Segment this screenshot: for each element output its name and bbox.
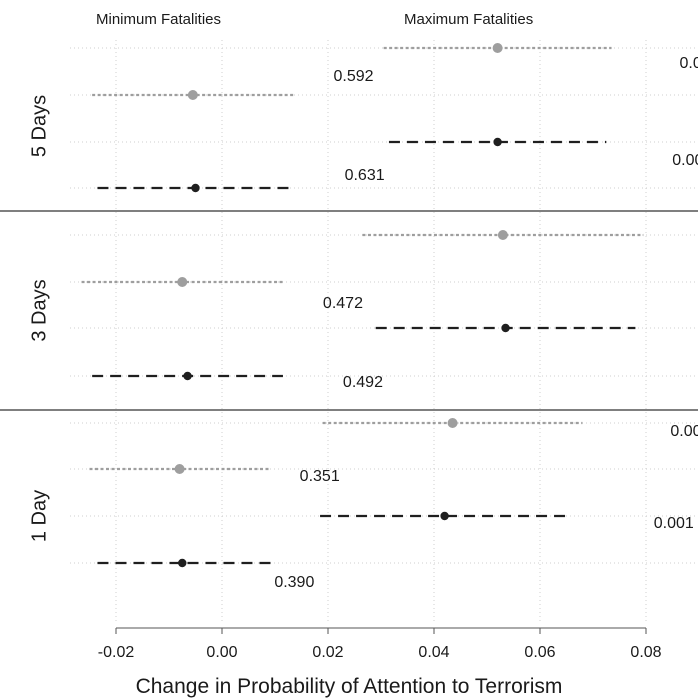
x-tick-label: 0.04 xyxy=(418,644,449,661)
point-estimate xyxy=(183,371,192,381)
column-header-minimum: Minimum Fatalities xyxy=(96,11,221,28)
p-value-label: 0.472 xyxy=(323,295,363,312)
point-estimate xyxy=(178,558,187,568)
p-value-label: 0.001 xyxy=(654,515,694,532)
x-tick-label: 0.00 xyxy=(206,644,237,661)
x-tick-label: 0.08 xyxy=(630,644,661,661)
x-axis-title: Change in Probability of Attention to Te… xyxy=(136,675,563,698)
p-value-label: 0.000 xyxy=(680,55,698,72)
estimates: 0.0000.5920.0000.6310.0000.4720.0000.492… xyxy=(81,43,698,591)
p-value-label: 0.001 xyxy=(670,423,698,440)
point-estimate xyxy=(501,323,510,333)
x-tick-label: 0.06 xyxy=(524,644,555,661)
x-axis: -0.02 0.00 0.02 0.04 0.06 0.08 xyxy=(98,627,662,661)
point-estimate xyxy=(493,137,502,147)
gridlines xyxy=(70,40,696,622)
panel-label: 1 Day xyxy=(28,490,50,542)
p-value-label: 0.631 xyxy=(345,167,385,184)
point-estimate xyxy=(447,418,458,428)
p-value-label: 0.000 xyxy=(672,152,698,169)
point-estimate xyxy=(497,230,508,240)
panel-label: 5 Days xyxy=(28,95,50,157)
panel-label: 3 Days xyxy=(28,279,50,341)
point-estimate xyxy=(187,90,198,100)
p-value-label: 0.492 xyxy=(343,374,383,391)
point-estimate xyxy=(177,277,188,287)
point-estimate xyxy=(191,183,200,193)
p-value-label: 0.592 xyxy=(334,68,374,85)
column-header-maximum: Maximum Fatalities xyxy=(404,11,533,28)
panels: 5 Days 3 Days 1 Day xyxy=(0,95,698,542)
x-tick-label: 0.02 xyxy=(312,644,343,661)
x-tick-label: -0.02 xyxy=(98,644,135,661)
point-estimate xyxy=(174,464,185,474)
point-estimate xyxy=(492,43,503,53)
point-estimate xyxy=(440,511,449,521)
p-value-label: 0.390 xyxy=(274,574,314,591)
p-value-label: 0.351 xyxy=(300,468,340,485)
